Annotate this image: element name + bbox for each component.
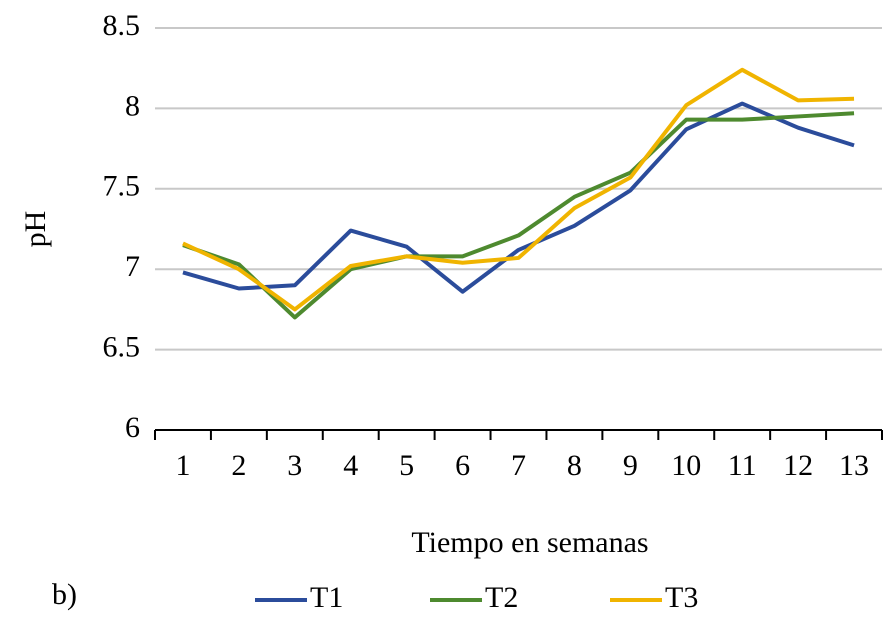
x-axis-label: Tiempo en semanas — [411, 526, 648, 559]
y-tick-label: 6 — [125, 411, 140, 444]
annotation: b) — [52, 578, 77, 611]
legend-label: T3 — [665, 581, 698, 614]
x-tick-label: 11 — [728, 449, 757, 482]
x-tick-label: 8 — [567, 449, 582, 482]
legend-label: T2 — [485, 581, 518, 614]
x-tick-label: 6 — [455, 449, 470, 482]
y-tick-label: 7.5 — [103, 170, 141, 203]
y-tick-label: 8 — [125, 89, 140, 122]
series-line — [182, 67, 855, 312]
x-tick-label: 4 — [343, 449, 358, 482]
x-tick-label: 12 — [783, 449, 813, 482]
x-tick-label: 7 — [511, 449, 526, 482]
x-tick-label: 10 — [671, 449, 701, 482]
y-tick-label: 6.5 — [103, 330, 141, 363]
y-tick-label: 8.5 — [103, 9, 141, 42]
x-tick-label: 13 — [839, 449, 869, 482]
x-tick-label: 2 — [231, 449, 246, 482]
x-tick-label: 9 — [623, 449, 638, 482]
y-axis-label: pH — [19, 211, 52, 248]
x-tick-label: 5 — [399, 449, 414, 482]
y-tick-label: 7 — [125, 250, 140, 283]
x-tick-label: 3 — [287, 449, 302, 482]
series-line — [182, 101, 855, 294]
x-tick-label: 1 — [175, 449, 190, 482]
legend-label: T1 — [310, 581, 343, 614]
series-line — [182, 111, 855, 320]
